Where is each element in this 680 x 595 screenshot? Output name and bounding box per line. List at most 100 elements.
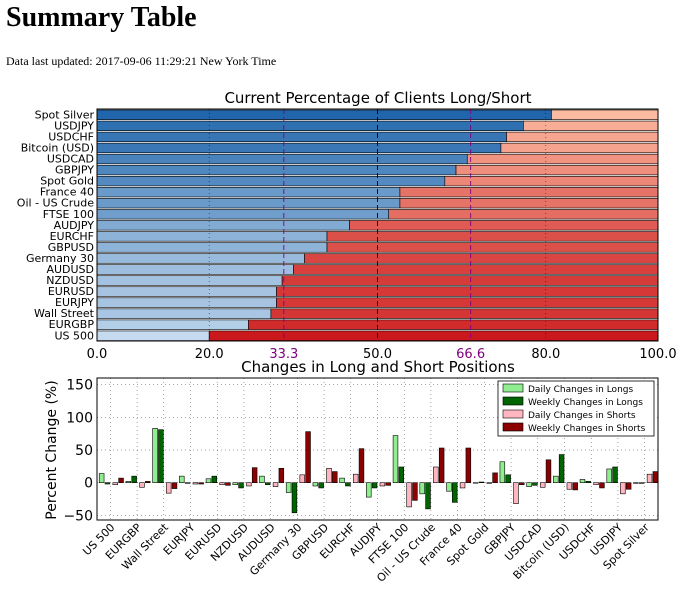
bar-weekly-longs-usdcad <box>532 482 538 486</box>
long-bar-germany-30 <box>96 253 305 264</box>
long-bar-audusd <box>96 264 294 275</box>
bar-weekly-shorts-eurjpy <box>198 482 204 485</box>
category-label-eurchf: EURCHF <box>50 230 94 243</box>
bar-weekly-longs-bitcoin-usd <box>558 454 565 484</box>
bar-weekly-shorts-audjpy <box>385 482 391 486</box>
bar-daily-shorts-wall-street <box>165 482 172 494</box>
bar-daily-longs-eurusd <box>205 478 212 484</box>
bottom-grid-group <box>97 378 658 520</box>
bar-weekly-longs-spot-silver <box>639 482 645 484</box>
bar-weekly-longs-france-40 <box>452 482 458 503</box>
legend-swatch-weekly-longs <box>502 396 524 406</box>
bar-daily-shorts-usdcad <box>539 482 546 488</box>
category-label-nzdusd: NZDUSD <box>46 274 94 287</box>
category-label-germany-30: Germany 30 <box>26 252 94 265</box>
short-bar-usdcad <box>466 153 659 165</box>
bar-weekly-longs-oil-us-crude <box>425 482 431 510</box>
bar-daily-longs-nzdusd <box>232 482 238 485</box>
top-plot-frame <box>96 108 659 342</box>
bar-weekly-longs-eurjpy <box>184 482 191 484</box>
category-label-oil-us-crude: Oil - US Crude <box>17 197 94 210</box>
bar-daily-longs-wall-street <box>152 428 158 484</box>
bar-weekly-shorts-usdchf <box>599 482 605 489</box>
long-bar-eurgbp <box>96 319 249 330</box>
bar-weekly-longs-us-500 <box>104 482 111 485</box>
category-label-audjpy: AUDJPY <box>54 219 95 232</box>
category-label-audusd: AUDUSD <box>46 263 94 276</box>
short-bar-wall-street <box>270 308 659 319</box>
legend-swatch-daily-shorts <box>502 409 524 419</box>
short-bar-bitcoin-usd <box>500 142 659 154</box>
bar-weekly-longs-germany-30 <box>291 482 298 514</box>
bar-daily-shorts-audusd <box>272 482 279 487</box>
category-label-usdjpy: USDJPY <box>54 119 94 132</box>
category-label-bitcoin-usd: Bitcoin (USD) <box>21 141 94 154</box>
bar-weekly-shorts-eurchf <box>358 448 365 484</box>
bar-daily-shorts-bitcoin-usd <box>566 482 573 490</box>
x-tick-20-0: 20.0 <box>195 347 224 362</box>
top-bars-group <box>96 109 659 341</box>
bar-daily-longs-eurgbp <box>125 481 132 484</box>
short-bar-nzdusd <box>281 275 659 286</box>
bar-daily-shorts-usdchf <box>593 482 599 485</box>
bar-weekly-shorts-us-500 <box>118 477 124 484</box>
x-tick-66-6: 66.6 <box>456 347 485 362</box>
bar-weekly-shorts-france-40 <box>465 447 472 484</box>
category-label-eurusd: EURUSD <box>48 285 94 298</box>
category-label-eurgbp: EURGBP <box>49 318 95 331</box>
bar-daily-shorts-eurgbp <box>139 482 145 488</box>
bar-weekly-shorts-audusd <box>278 468 285 484</box>
bar-daily-longs-audusd <box>259 475 265 484</box>
bar-daily-shorts-eurchf <box>352 473 359 484</box>
long-bar-gbpjpy <box>96 164 457 176</box>
bar-daily-longs-france-40 <box>446 482 452 492</box>
bar-weekly-shorts-bitcoin-usd <box>572 482 578 491</box>
category-label-eurjpy: EURJPY <box>55 296 94 309</box>
bar-daily-shorts-ftse-100 <box>406 482 412 508</box>
short-bar-germany-30 <box>304 253 659 264</box>
bar-weekly-shorts-gbpjpy <box>519 482 525 485</box>
bar-weekly-shorts-spot-gold <box>492 472 498 484</box>
bar-weekly-shorts-gbpusd <box>332 471 338 484</box>
long-bar-eurchf <box>96 231 328 242</box>
short-bar-spot-silver <box>551 109 659 120</box>
bottom-y-tick-labels: 150 100 50 0 −50 <box>63 378 93 525</box>
short-bar-gbpjpy <box>455 164 659 176</box>
y-tick-label: 50 <box>75 443 93 459</box>
bar-daily-shorts-france-40 <box>459 482 466 489</box>
legend: Daily Changes in Longs Weekly Changes in… <box>497 380 655 437</box>
bar-weekly-shorts-oil-us-crude <box>438 447 445 484</box>
bar-weekly-longs-eurusd <box>211 475 218 484</box>
short-bar-audusd <box>293 264 659 275</box>
last-updated-text: Data last updated: 2017-09-06 11:29:21 N… <box>6 54 277 68</box>
short-bar-oil-us-crude <box>399 198 659 209</box>
short-bar-gbpusd <box>326 242 659 253</box>
legend-label-daily-shorts: Daily Changes in Shorts <box>528 411 636 421</box>
bar-weekly-longs-eurchf <box>345 482 351 487</box>
page-title: Summary Table <box>6 2 197 33</box>
bar-daily-longs-gbpjpy <box>499 461 506 484</box>
bar-daily-longs-eurchf <box>339 477 345 484</box>
bar-weekly-longs-gbpusd <box>318 482 324 489</box>
long-bar-usdchf <box>96 131 507 143</box>
legend-label-weekly-longs: Weekly Changes in Longs <box>528 398 643 408</box>
long-bar-wall-street <box>96 308 272 319</box>
bar-weekly-longs-gbpjpy <box>505 474 511 484</box>
y-tick-label: −50 <box>63 508 93 524</box>
long-bar-usdjpy <box>96 120 524 131</box>
bar-daily-shorts-eurusd <box>219 482 225 485</box>
x-tick-100-0: 100.0 <box>639 347 676 362</box>
bar-daily-longs-spot-gold <box>472 482 479 484</box>
bar-daily-shorts-gbpusd <box>326 468 332 484</box>
bottom-bars-group <box>98 428 659 514</box>
long-bar-spot-gold <box>96 175 446 187</box>
short-bar-ftse-100 <box>388 209 659 220</box>
y-tick-label: 0 <box>84 476 93 492</box>
bar-daily-shorts-oil-us-crude <box>433 466 439 484</box>
short-bar-eurjpy <box>276 297 659 308</box>
short-bar-eurchf <box>326 231 659 242</box>
category-label-gbpjpy: GBPJPY <box>55 164 94 177</box>
category-label-spot-gold: Spot Gold <box>40 175 94 188</box>
legend-label-weekly-shorts: Weekly Changes in Shorts <box>528 424 646 434</box>
